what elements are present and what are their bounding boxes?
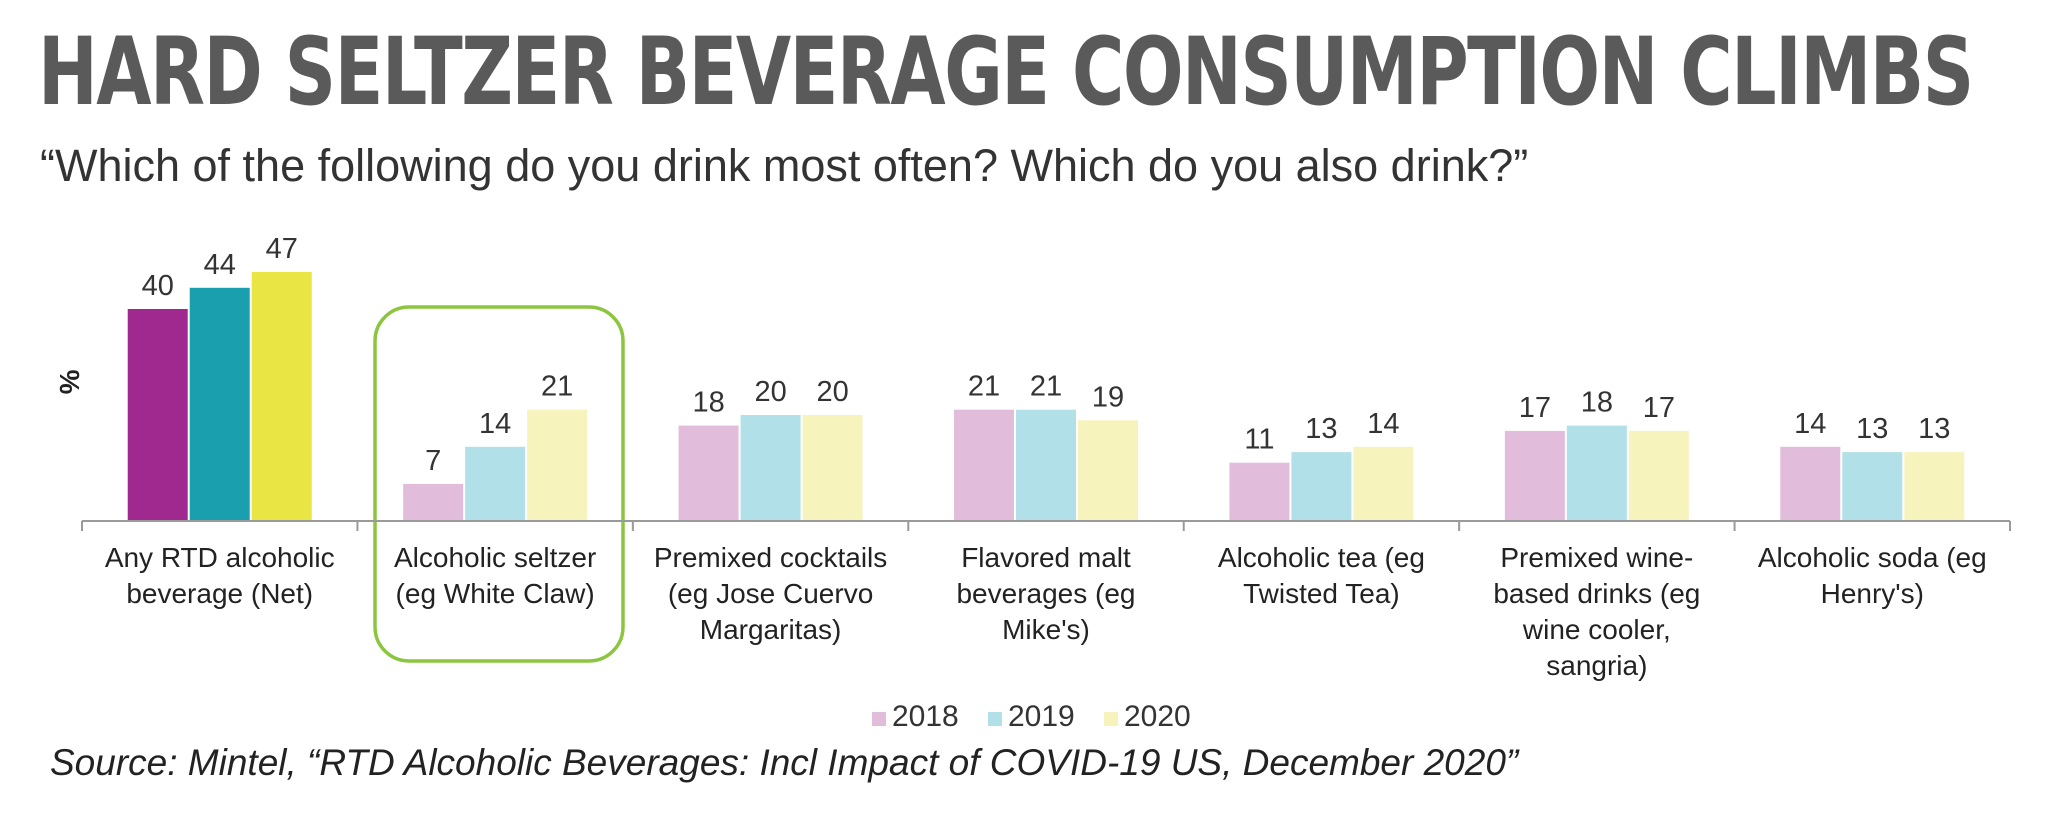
- bar-alcoholic-seltzer-2020: [527, 409, 588, 521]
- bar-alcoholic-soda-2020: [1904, 452, 1965, 521]
- data-label: 21: [541, 371, 573, 403]
- bar-premixed-wine-2020: [1628, 430, 1689, 521]
- category-label: Henry's): [1821, 578, 1924, 609]
- data-label: 20: [816, 376, 848, 408]
- data-label: 20: [754, 376, 786, 408]
- legend-label-2019: 2019: [1008, 700, 1075, 733]
- bar-premixed-wine-2019: [1566, 425, 1627, 521]
- data-label: 17: [1519, 392, 1551, 424]
- data-label: 14: [1794, 408, 1826, 440]
- category-label: beverages (eg: [956, 578, 1135, 609]
- category-label: sangria): [1546, 650, 1647, 681]
- data-label: 11: [1244, 424, 1274, 456]
- category-label: Alcoholic tea (eg: [1218, 542, 1425, 573]
- bar-flavored-malt-2020: [1078, 420, 1138, 521]
- bar-alcoholic-seltzer-2018: [403, 483, 464, 521]
- bar-any-rtd-2019: [189, 287, 250, 521]
- y-axis-label: %: [54, 370, 85, 395]
- data-label: 14: [1367, 408, 1399, 440]
- data-label: 18: [692, 387, 724, 419]
- data-label: 14: [479, 408, 511, 440]
- category-label: based drinks (eg: [1493, 578, 1700, 609]
- data-label: 21: [968, 371, 1000, 403]
- bar-alcoholic-soda-2019: [1842, 452, 1903, 521]
- bar-alcoholic-tea-2018: [1229, 462, 1290, 521]
- data-label: 47: [266, 233, 298, 265]
- source-note: Source: Mintel, “RTD Alcoholic Beverages…: [50, 742, 1519, 783]
- bar-premixed-cocktails-2020: [802, 415, 863, 521]
- bar-flavored-malt-2018: [954, 409, 1014, 521]
- bar-premixed-cocktails-2018: [678, 425, 739, 521]
- chart-subtitle: “Which of the following do you drink mos…: [40, 140, 1529, 191]
- value-labels-group: 40 44 47 7 14 21 18 20 20 21 21 19 11 13 14 17 18 17 14 13 1…: [142, 233, 1951, 477]
- data-label: 17: [1643, 392, 1675, 424]
- legend-swatch-2019: [988, 712, 1002, 726]
- data-label: 40: [142, 270, 174, 302]
- category-label: wine cooler,: [1522, 614, 1671, 645]
- bar-alcoholic-tea-2019: [1291, 452, 1352, 521]
- highlight-frame: [373, 305, 625, 663]
- category-label: (eg White Claw): [396, 578, 595, 609]
- bar-alcoholic-soda-2018: [1780, 446, 1841, 521]
- legend-swatch-2018: [872, 712, 886, 726]
- legend-label-2020: 2020: [1124, 700, 1191, 733]
- legend: 2018 2019 2020: [872, 700, 1191, 733]
- data-label: 13: [1305, 413, 1337, 445]
- page-title: HARD SELTZER BEVERAGE CONSUMPTION CLIMBS: [38, 18, 1974, 127]
- category-label: Any RTD alcoholic: [105, 542, 335, 573]
- category-label: beverage (Net): [126, 578, 313, 609]
- bar-alcoholic-seltzer-2019: [465, 446, 526, 521]
- category-label: Twisted Tea): [1243, 578, 1400, 609]
- data-label: 13: [1856, 413, 1888, 445]
- category-label: Alcoholic seltzer: [394, 542, 596, 573]
- category-label: Premixed cocktails: [654, 542, 887, 573]
- data-label: 21: [1030, 371, 1062, 403]
- bar-any-rtd-2020: [251, 271, 312, 521]
- category-label: Alcoholic soda (eg: [1758, 542, 1987, 573]
- category-label: (eg Jose Cuervo: [668, 578, 873, 609]
- data-label: 13: [1918, 413, 1950, 445]
- data-label: 7: [425, 445, 441, 477]
- bar-flavored-malt-2019: [1016, 409, 1076, 521]
- legend-swatch-2020: [1104, 712, 1118, 726]
- bar-alcoholic-tea-2020: [1353, 446, 1414, 521]
- bar-premixed-wine-2018: [1504, 430, 1565, 521]
- x-axis-ticks: [81, 521, 2011, 531]
- bar-any-rtd-2018: [127, 309, 188, 521]
- bars-group: [127, 271, 1965, 521]
- category-label: Premixed wine-: [1500, 542, 1693, 573]
- category-label: Margaritas): [700, 614, 842, 645]
- category-label: Flavored malt: [961, 542, 1131, 573]
- category-labels-group: Any RTD alcoholic beverage (Net) Alcoholic…: [105, 542, 1987, 681]
- bar-premixed-cocktails-2019: [740, 415, 801, 521]
- data-label: 18: [1581, 387, 1613, 419]
- data-label: 44: [204, 249, 236, 281]
- category-label: Mike's): [1002, 614, 1090, 645]
- legend-label-2018: 2018: [892, 700, 959, 733]
- data-label: 19: [1092, 381, 1124, 413]
